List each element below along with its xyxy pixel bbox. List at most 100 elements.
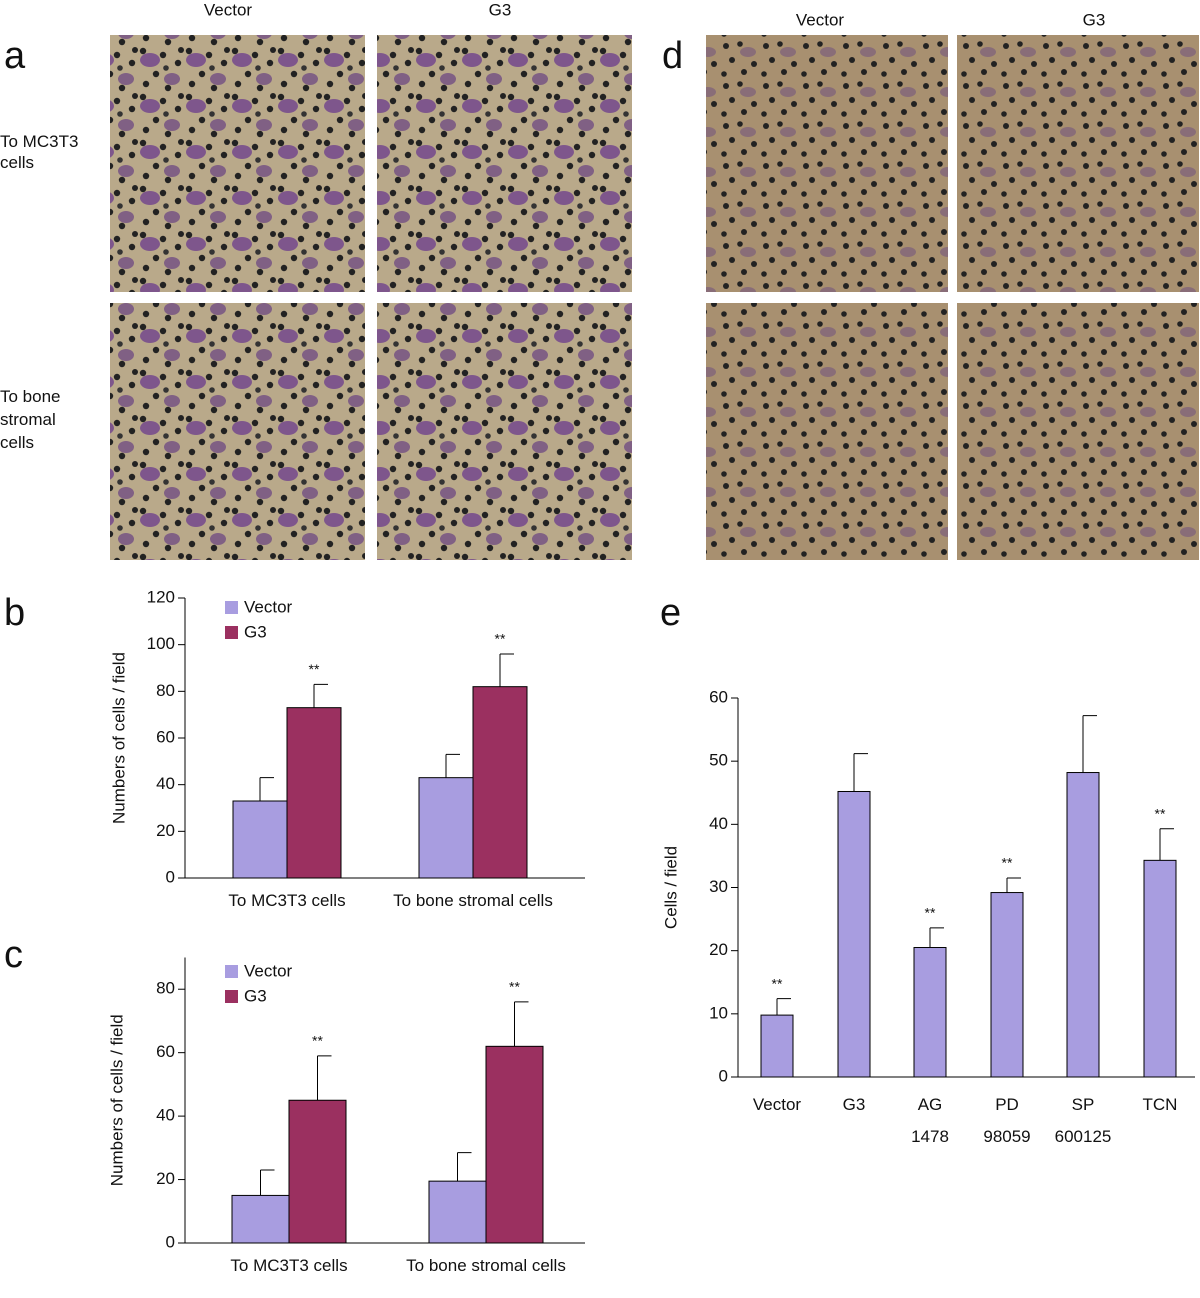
legend-label: Vector (244, 961, 293, 980)
x-tick-label: SP 600125 (1054, 1095, 1112, 1146)
y-axis-label: Numbers of cells / field (109, 652, 128, 824)
column-label: Vector (204, 0, 253, 19)
x-tick-label: To MC3T3 cells (228, 891, 346, 910)
y-tick-label: 20 (156, 1169, 175, 1188)
error-bar (514, 1001, 529, 1047)
significance: ** (1002, 855, 1013, 871)
x-tick-label: G3 (842, 1095, 866, 1114)
legend-swatch (225, 990, 238, 1003)
bar (485, 1045, 544, 1244)
column-label: Vector (796, 10, 845, 29)
legend-label: G3 (244, 622, 267, 641)
y-tick-label: 20 (156, 821, 175, 840)
y-tick-label: 10 (709, 1003, 728, 1022)
error-bar (929, 927, 944, 948)
label-box: AG 1478 (911, 1095, 949, 1146)
x-tick-label: TCN (1142, 1095, 1178, 1114)
y-tick-label: 50 (709, 751, 728, 770)
bar (913, 947, 947, 1078)
error-bar (499, 653, 514, 687)
label-box: TCN (1142, 1095, 1178, 1114)
micrograph (957, 35, 1199, 292)
bar (472, 686, 528, 879)
significance: ** (309, 661, 320, 677)
y-tick-label: 40 (709, 814, 728, 833)
x-tick-label: To MC3T3 cells (230, 1256, 348, 1275)
y-tick-label: 100 (147, 634, 175, 653)
y-tick-label: 40 (156, 774, 175, 793)
y-tick-label: 0 (719, 1066, 728, 1085)
error-bar (776, 998, 791, 1016)
panel-label: e (660, 592, 681, 634)
column-label: G3 (1083, 10, 1106, 29)
panel-label: c (4, 934, 23, 976)
row-label: To MC3T3 cells (0, 132, 79, 172)
micrograph (110, 35, 365, 292)
bar (232, 800, 288, 879)
micrograph (377, 35, 632, 292)
y-axis-label: Numbers of cells / field (107, 1014, 126, 1186)
significance: ** (772, 975, 783, 991)
error-bar (1082, 715, 1097, 773)
micrograph (957, 303, 1199, 560)
error-bar (317, 1055, 332, 1101)
y-tick-label: 60 (156, 1042, 175, 1061)
panel-a: a Vector G3 To MC3T3 cells To bone strom… (0, 0, 632, 560)
y-tick-label: 60 (709, 687, 728, 706)
error-bar (1159, 828, 1174, 861)
x-tick-label: To bone stromal cells (393, 891, 553, 910)
label-box: To bone stromal cells (393, 891, 553, 910)
y-tick-label: 0 (166, 867, 175, 886)
legend-swatch (225, 626, 238, 639)
legend-label: G3 (244, 986, 267, 1005)
bar (428, 1180, 487, 1244)
error-bar (853, 753, 868, 792)
label-box: PD 98059 (983, 1095, 1031, 1146)
legend-swatch (225, 601, 238, 614)
label-box: G3 (842, 1095, 866, 1114)
bar (231, 1194, 290, 1244)
micrograph (377, 303, 632, 560)
bar (1143, 859, 1177, 1078)
legend-label: Vector (244, 597, 293, 616)
y-axis-label: Cells / field (661, 846, 680, 929)
y-tick-label: 20 (709, 940, 728, 959)
micrograph (706, 35, 948, 292)
y-tick-label: 120 (147, 587, 175, 606)
x-tick-label: Vector (752, 1095, 802, 1114)
error-bar (445, 753, 460, 778)
error-bar (1006, 877, 1021, 893)
x-tick-label: AG 1478 (911, 1095, 949, 1146)
y-tick-label: 80 (156, 979, 175, 998)
y-tick-label: 60 (156, 727, 175, 746)
error-bar (313, 683, 328, 708)
micrograph (706, 303, 948, 560)
micrograph (110, 303, 365, 560)
legend-swatch (225, 965, 238, 978)
y-tick-label: 30 (709, 877, 728, 896)
error-bar (259, 777, 274, 801)
panel-label: b (4, 592, 25, 634)
bar (418, 777, 474, 879)
row-label: To bone stromal cells (0, 387, 61, 452)
significance: ** (1155, 805, 1166, 821)
label-box: To MC3T3 cells (228, 891, 346, 910)
label-box: To bone stromal cells (406, 1256, 566, 1275)
y-tick-label: 80 (156, 681, 175, 700)
x-tick-label: PD 98059 (983, 1095, 1031, 1146)
label-box: Vector (752, 1095, 802, 1114)
x-tick-label: To bone stromal cells (406, 1256, 566, 1275)
error-bar (260, 1169, 275, 1196)
significance: ** (312, 1033, 323, 1049)
panel-d: d Vector G3 (662, 10, 1199, 560)
error-bar (457, 1152, 472, 1182)
column-label: G3 (489, 0, 512, 19)
label-box: SP 600125 (1054, 1095, 1112, 1146)
bar (837, 790, 871, 1078)
bar (286, 707, 342, 879)
y-tick-label: 0 (166, 1232, 175, 1251)
significance: ** (495, 631, 506, 647)
y-tick-label: 40 (156, 1106, 175, 1125)
label-box: To MC3T3 cells (230, 1256, 348, 1275)
